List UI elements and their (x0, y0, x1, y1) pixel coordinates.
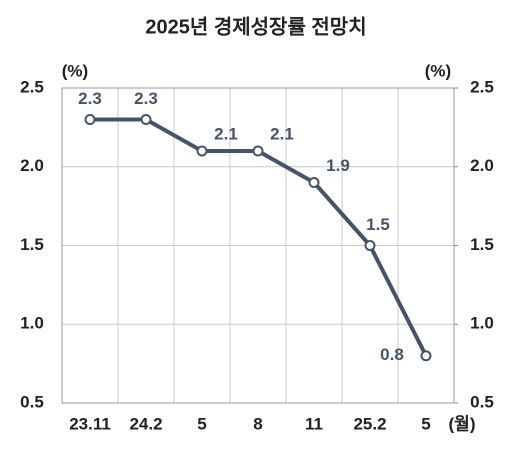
plot-frame (61, 87, 455, 404)
chart-title: 2025년 경제성장률 전망치 (145, 15, 366, 38)
point (308, 177, 320, 188)
y-tick-label: 1.0 (20, 314, 44, 333)
x-tick-label: 25.2 (353, 414, 386, 433)
point (84, 114, 96, 125)
y-tick-label: 2.5 (20, 77, 44, 96)
value-label: 2.3 (78, 89, 102, 108)
x-tick-label: 24.2 (129, 414, 162, 433)
point (196, 145, 208, 157)
y2-tick-label: 2.5 (470, 77, 494, 96)
value-label: 1.9 (326, 156, 350, 175)
x-tick-label: 11 (305, 414, 323, 433)
y-tick-label: 0.5 (20, 392, 44, 411)
value-label: 2.1 (214, 124, 238, 143)
y2-tick-label: 0.5 (470, 392, 494, 411)
y-tick-label: 2.0 (20, 156, 44, 175)
x-tick-label: 5 (421, 414, 430, 433)
point (252, 145, 264, 157)
point (364, 240, 376, 251)
y-tick-label: 1.5 (20, 235, 44, 254)
point (140, 114, 152, 125)
value-label: 0.8 (380, 345, 404, 364)
value-label: 2.1 (270, 124, 294, 143)
x-tick-label: 23.11 (69, 414, 111, 433)
x-tick-label: 5 (197, 414, 206, 433)
y-unit: (%) (62, 61, 88, 80)
y2-unit: (%) (425, 61, 451, 80)
point (420, 350, 432, 362)
y2-tick-label: 1.5 (470, 235, 494, 254)
value-label: 2.3 (134, 89, 158, 108)
y2-tick-label: 2.0 (470, 156, 494, 175)
y2-tick-label: 1.0 (470, 314, 494, 333)
x-tick-label: 8 (253, 414, 262, 433)
x-unit: (월) (449, 414, 476, 433)
value-label: 1.5 (366, 215, 390, 234)
